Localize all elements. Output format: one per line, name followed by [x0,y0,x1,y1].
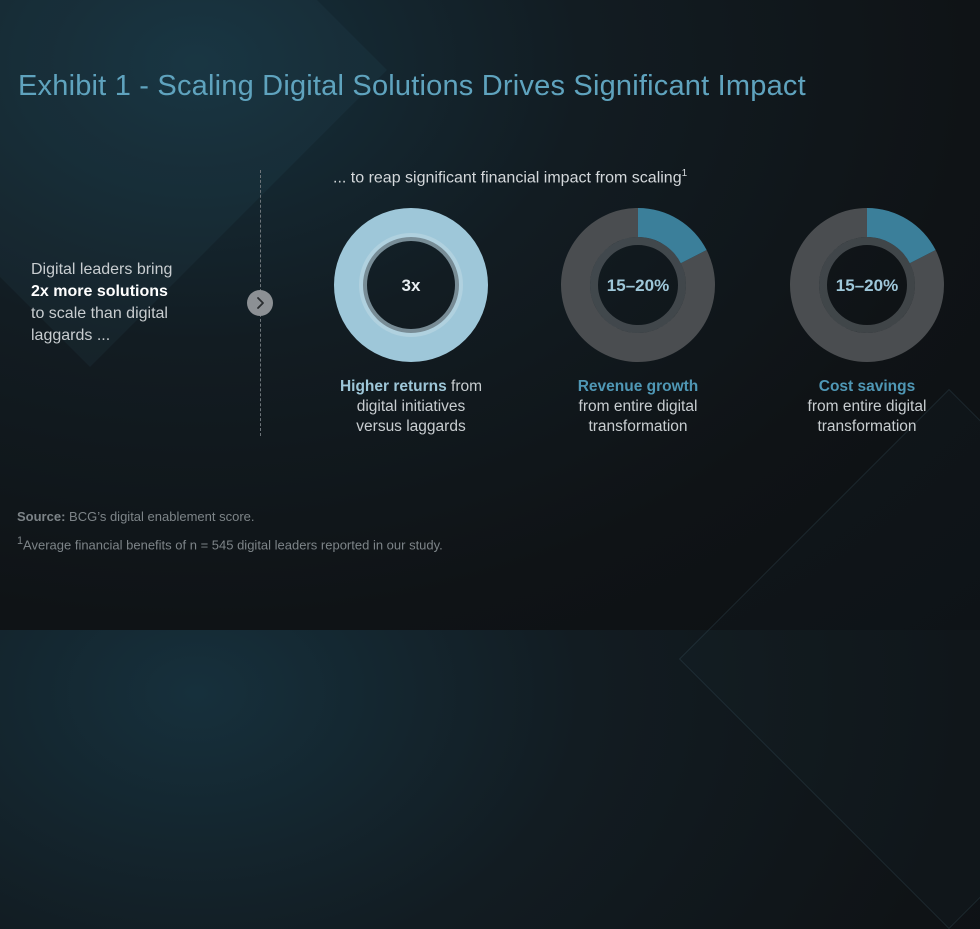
caption-text: transformation [588,418,688,435]
donut-inner-ring [590,237,686,333]
donut-2: 15–20% [561,208,716,362]
page-title: Exhibit 1 - Scaling Digital Solutions Dr… [18,70,806,102]
next-arrow-button[interactable] [247,290,273,316]
caption-highlight: Cost savings [818,378,916,395]
intro-line: to scale than digital [31,305,168,322]
caption-text: digital initiatives [356,398,466,415]
donut-value-label: 3x [402,276,421,295]
footnote-text: Average financial benefits of n = 545 di… [23,537,443,553]
donut-caption: Higher returns from digital initiatives ve… [311,377,511,437]
donut-inner-ring [359,233,463,337]
donut-remainder [561,208,716,362]
donut-caption: Revenue growth from entire digital transfo… [538,377,738,437]
intro-highlight: 2x more solutions [31,283,168,300]
donut-slice [867,208,936,264]
source-label: Source: [17,509,66,524]
donut-caption: Cost savings from entire digital transform… [767,377,967,437]
intro-line: Digital leaders bring [31,261,173,278]
subtitle-text: ... to reap significant financial impact… [333,169,682,187]
donut-value-label: 15–20% [607,276,669,295]
intro-line: laggards ... [31,327,111,344]
caption-text: from [446,378,483,395]
donut-3: 15–20% [790,208,944,362]
donut-slice [638,208,707,264]
caption-highlight: Revenue growth [577,378,699,395]
footnote-marker: 1 [681,168,688,179]
donut-value-label: 15–20% [836,276,898,295]
chevron-right-icon [257,297,264,309]
caption-highlight: Higher returns [339,378,447,395]
donut-inner-ring [819,237,915,333]
caption-text: from entire digital [807,398,927,415]
footnote: 1Average financial benefits of n = 545 d… [17,535,443,552]
caption-text: versus laggards [356,418,466,435]
intro-text: Digital leaders bring 2x more solutions … [31,259,231,347]
donut-1: 3x [334,208,488,362]
donut-remainder [790,208,944,362]
source-text: BCG’s digital enablement score. [65,509,255,524]
source-note: Source: BCG’s digital enablement score. [17,509,254,524]
donut-chart: 3x 15–20% 15–20% [334,208,944,362]
footnote-marker: 1 [17,535,24,547]
caption-text: transformation [817,418,917,435]
chart-subtitle: ... to reap significant financial impact… [333,168,687,187]
donut-slice [334,208,488,362]
caption-text: from entire digital [578,398,698,415]
